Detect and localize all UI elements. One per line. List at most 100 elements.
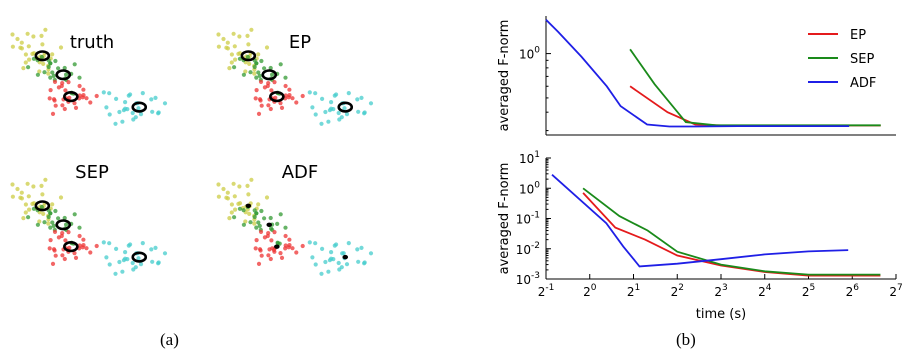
scatter-point bbox=[233, 57, 238, 62]
scatter-point bbox=[117, 259, 122, 265]
scatter-point bbox=[307, 240, 312, 245]
x-tick-label: 27 bbox=[889, 283, 902, 299]
scatter-point bbox=[229, 202, 234, 207]
y-tick-label: 101 bbox=[519, 150, 540, 166]
scatter-point bbox=[290, 246, 295, 251]
scatter-point bbox=[221, 36, 226, 42]
scatter-point bbox=[51, 223, 56, 228]
scatter-point bbox=[283, 225, 288, 230]
scatter-point bbox=[270, 72, 275, 77]
y-tick-label: 10-2 bbox=[516, 241, 540, 257]
scatter-point bbox=[53, 58, 58, 64]
scatter-point bbox=[248, 220, 253, 225]
scatter-point bbox=[133, 115, 138, 120]
scatter-point bbox=[356, 259, 361, 264]
scatter-point bbox=[31, 56, 36, 61]
scatter-point bbox=[252, 214, 257, 220]
scatter-point bbox=[23, 202, 28, 207]
scatter-point bbox=[50, 261, 56, 266]
panel-title-sep: SEP bbox=[75, 162, 109, 183]
scatter-point bbox=[56, 216, 61, 221]
x-axis-label: time (s) bbox=[696, 307, 746, 322]
scatter-point bbox=[346, 91, 351, 96]
legend-label-sep: SEP bbox=[850, 52, 874, 67]
scatter-point bbox=[107, 112, 112, 117]
scatter-point bbox=[329, 250, 334, 255]
scatter-point bbox=[50, 220, 55, 225]
scatter-point bbox=[268, 215, 273, 221]
scatter-point bbox=[150, 259, 155, 264]
scatter-point bbox=[130, 110, 135, 116]
panel-title-ep: EP bbox=[289, 32, 311, 53]
component-ellipse bbox=[131, 251, 148, 263]
scatter-point bbox=[334, 242, 339, 247]
x-tick-label: 23 bbox=[714, 283, 727, 299]
scatter-point bbox=[18, 45, 23, 50]
component-ellipse bbox=[34, 200, 51, 212]
scatter-point bbox=[84, 246, 89, 251]
scatter-point bbox=[279, 255, 285, 260]
scatter-point bbox=[249, 27, 254, 32]
scatter-point bbox=[48, 225, 53, 230]
scatter-point bbox=[39, 204, 45, 210]
scatter-point bbox=[269, 88, 274, 93]
scatter-point bbox=[94, 243, 99, 249]
scatter-point bbox=[268, 256, 273, 262]
scatter-point bbox=[323, 109, 328, 115]
scatter-point bbox=[48, 238, 53, 243]
scatter-point bbox=[37, 69, 42, 74]
scatter-point bbox=[339, 115, 344, 120]
series-line-ep bbox=[629, 85, 881, 127]
scatter-point bbox=[346, 241, 351, 246]
component-ellipse bbox=[55, 69, 72, 81]
scatter-point bbox=[264, 45, 270, 50]
mixture-panel-2: SEP bbox=[10, 162, 168, 276]
scatter-point bbox=[278, 101, 283, 106]
scatter-point bbox=[39, 54, 45, 60]
scatter-point bbox=[162, 101, 168, 106]
scatter-point bbox=[254, 225, 259, 230]
scatter-point bbox=[259, 103, 264, 108]
scatter-point bbox=[249, 177, 254, 182]
scatter-point bbox=[307, 90, 312, 95]
scatter-point bbox=[46, 71, 51, 76]
scatter-point bbox=[62, 65, 67, 71]
scatter-point bbox=[232, 65, 237, 70]
scatter-point bbox=[339, 265, 344, 270]
scatter-point bbox=[123, 106, 128, 111]
scatter-point bbox=[233, 207, 238, 212]
scatter-point bbox=[31, 184, 36, 189]
scatter-point bbox=[362, 261, 367, 266]
scatter-point bbox=[368, 101, 374, 106]
scatter-point bbox=[136, 106, 141, 111]
scatter-point bbox=[84, 96, 89, 101]
scatter-point bbox=[256, 261, 262, 266]
scatter-point bbox=[123, 250, 128, 255]
series-line-sep bbox=[582, 187, 881, 276]
scatter-point bbox=[140, 91, 145, 96]
scatter-point bbox=[262, 216, 267, 221]
scatter-point bbox=[294, 250, 299, 255]
scatter-point bbox=[224, 195, 229, 200]
scatter-point bbox=[246, 192, 251, 197]
scatter-point bbox=[81, 87, 86, 92]
scatter-point bbox=[25, 31, 30, 36]
scatter-point bbox=[283, 246, 288, 251]
scatter-point bbox=[232, 44, 237, 49]
scatter-point bbox=[41, 211, 46, 216]
scatter-point bbox=[107, 241, 112, 246]
scatter-point bbox=[320, 246, 325, 251]
panel-title-truth: truth bbox=[70, 32, 114, 53]
scatter-point bbox=[313, 241, 318, 246]
scatter-point bbox=[21, 66, 26, 71]
scatter-point bbox=[221, 186, 226, 192]
scatter-point bbox=[241, 72, 246, 77]
component-ellipse bbox=[131, 101, 148, 113]
scatter-point bbox=[117, 109, 122, 115]
y-tick-label: 10-3 bbox=[516, 271, 540, 287]
scatter-point bbox=[253, 96, 258, 101]
scatter-point bbox=[300, 93, 305, 99]
scatter-point bbox=[237, 184, 242, 189]
